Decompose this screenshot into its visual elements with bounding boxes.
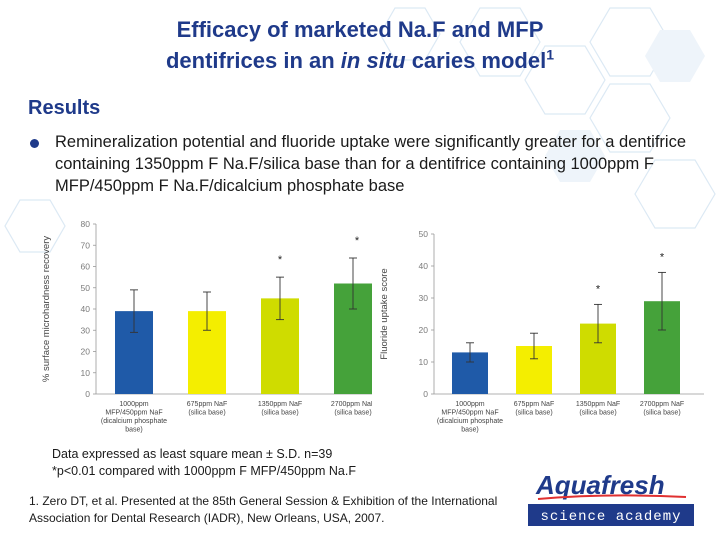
x-tick-label: (silica base) xyxy=(188,410,225,417)
y-tick-label: 50 xyxy=(81,283,91,293)
fluoride-uptake-chart: Fluoride uptake score 0 10 20 30 40 50 1000ppm M… xyxy=(379,229,704,434)
logo-tagline-text: science academy xyxy=(540,509,681,525)
y-tick-label: 30 xyxy=(419,293,429,303)
y-tick-label: 60 xyxy=(81,262,91,272)
y-tick-label: 80 xyxy=(81,219,91,229)
x-tick-label: (silica base) xyxy=(334,410,371,417)
significance-marker: * xyxy=(355,235,360,247)
significance-marker: * xyxy=(596,283,601,295)
y-tick-label: 70 xyxy=(81,240,91,250)
logo-swoosh xyxy=(537,494,687,500)
x-tick-label: (silica base) xyxy=(579,410,616,417)
title-line-2-end: caries model xyxy=(405,48,547,73)
logo-tagline-band xyxy=(528,504,694,526)
y-tick-label: 20 xyxy=(81,347,91,357)
x-tick-label: 1350ppm NaF xyxy=(576,401,620,408)
y-tick-label: 30 xyxy=(81,325,91,335)
x-tick-label: 1350ppm NaF xyxy=(258,401,302,408)
title-line-2-start: dentifrices in an xyxy=(165,48,341,73)
significance-marker: * xyxy=(278,254,283,266)
x-tick-label: 1000ppm xyxy=(455,401,484,408)
microhardness-chart: % surface microhardness recovery 0 10 20 30 4… xyxy=(41,219,372,434)
aquafresh-logo: Aquafresh science academy xyxy=(528,470,694,526)
x-tick-label: 675ppm NaF xyxy=(514,401,554,408)
x-tick-label: base) xyxy=(461,427,479,434)
reference-text: 1. Zero DT, et al. Presented at the 85th… xyxy=(29,494,498,525)
x-tick-label: (dicalcium phosphate xyxy=(101,418,167,425)
y-tick-label: 10 xyxy=(419,357,429,367)
x-tick-label: MFP/450ppm NaF xyxy=(441,410,498,417)
y-tick-label: 10 xyxy=(81,368,91,378)
significance-marker: * xyxy=(660,251,665,263)
title-line-2: dentifrices in an in situ caries model1 xyxy=(40,45,680,76)
y-tick-label: 50 xyxy=(419,229,429,239)
title-italic: in situ xyxy=(340,48,406,73)
bullet-point-icon xyxy=(30,139,39,148)
y-tick-label: 0 xyxy=(85,389,90,399)
x-tick-label: 1000ppm xyxy=(119,401,148,408)
title-line-1: Efficacy of marketed Na.F and MFP xyxy=(176,17,544,42)
y-tick-label: 20 xyxy=(419,325,429,335)
x-tick-label: (silica base) xyxy=(515,410,552,417)
x-tick-label: MFP/450ppm NaF xyxy=(105,410,162,417)
slide-title: Efficacy of marketed Na.F and MFP dentif… xyxy=(40,14,680,76)
y-tick-label: 0 xyxy=(423,389,428,399)
x-tick-label: (silica base) xyxy=(261,410,298,417)
x-tick-label: base) xyxy=(125,427,143,434)
y-tick-label: 40 xyxy=(81,304,91,314)
section-heading: Results xyxy=(28,97,101,119)
y-axis-label: % surface microhardness recovery xyxy=(41,236,52,382)
chart-footnote: Data expressed as least square mean ± S.… xyxy=(52,446,356,480)
x-tick-label: (silica base) xyxy=(643,410,680,417)
footnote-line-1: Data expressed as least square mean ± S.… xyxy=(52,447,333,461)
x-tick-label: (dicalcium phosphate xyxy=(437,418,503,425)
bullet-text: Remineralization potential and fluoride … xyxy=(55,133,687,195)
x-tick-label: 2700ppm NaF xyxy=(331,401,372,408)
x-tick-label: 2700ppm NaF xyxy=(640,401,684,408)
title-superscript: 1 xyxy=(546,46,555,63)
y-axis-label: Fluoride uptake score xyxy=(379,268,390,359)
footnote-line-2: *p<0.01 compared with 1000ppm F MFP/450p… xyxy=(52,464,356,478)
x-tick-label: 675ppm NaF xyxy=(187,401,227,408)
y-tick-label: 40 xyxy=(419,261,429,271)
